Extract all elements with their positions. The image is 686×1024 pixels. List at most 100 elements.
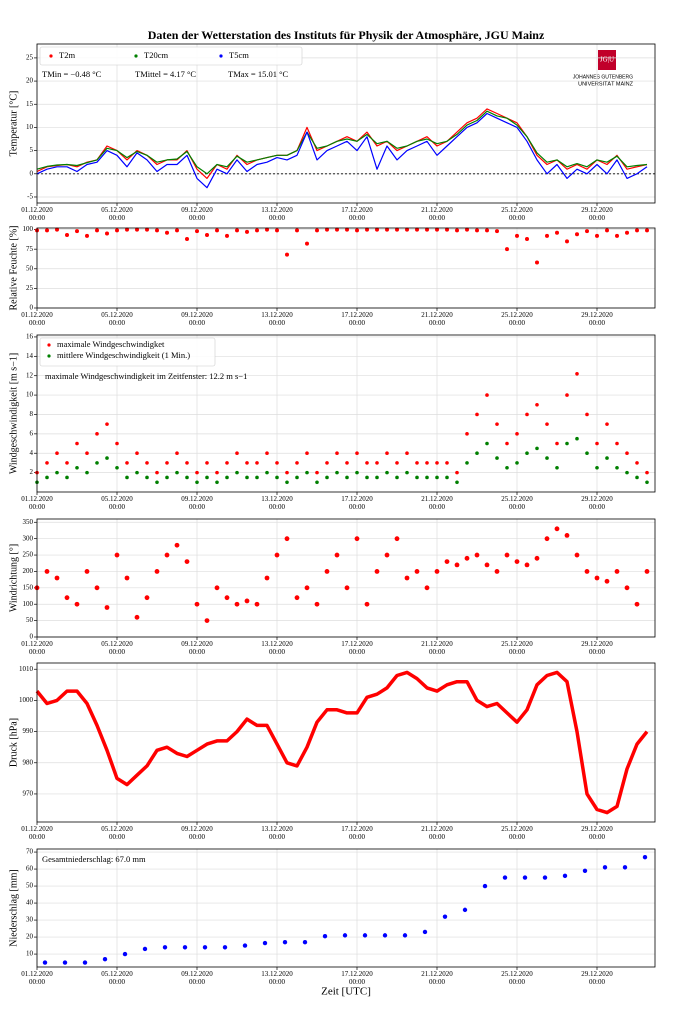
x-tick-label: 25.12.2020 00:00 [501,495,533,511]
y-tick-label: 14 [26,352,34,360]
point [245,461,249,465]
y-tick-label: 250 [23,551,34,559]
point [265,227,269,232]
point [445,475,449,480]
point [205,233,209,238]
x-tick-label: 09.12.2020 00:00 [181,311,213,327]
point [125,461,129,465]
legend-label: maximale Windgeschwindigket [57,339,165,349]
logo-text: UNIVERSITÄT MAINZ [578,80,634,87]
point [85,233,89,238]
point [555,465,559,470]
point [242,943,248,948]
point [595,441,599,446]
y-tick-label: 50 [26,882,34,890]
point [395,461,399,465]
point [215,480,219,485]
point [374,569,380,574]
x-tick-label: 25.12.2020 00:00 [501,640,533,656]
x-tick-label: 01.12.2020 00:00 [21,495,53,511]
point [85,451,89,456]
point [145,461,149,465]
point [614,569,620,574]
point [482,883,488,889]
y-tick-label: 12 [26,371,34,379]
point [85,470,89,475]
point [484,562,490,568]
point [314,601,320,607]
point [362,933,368,938]
y-tick-label: 350 [23,518,34,526]
point [415,475,419,480]
point [65,475,69,480]
point [245,229,249,234]
point [275,461,279,465]
point [55,470,59,475]
y-axis-label: Druck [hPa] [8,718,19,767]
point [625,230,629,235]
point [62,960,68,965]
point [215,470,219,475]
point [185,236,189,241]
y-tick-label: 5 [30,146,34,154]
point [202,945,208,950]
point [115,465,119,470]
point [265,470,269,475]
point [105,456,109,460]
y-tick-label: 10 [26,391,34,399]
x-tick-label: 29.12.2020 00:00 [581,970,613,986]
x-tick-label: 05.12.2020 00:00 [101,970,133,986]
x-tick-label: 25.12.2020 00:00 [501,970,533,986]
point [182,945,188,950]
point [154,569,160,574]
point [565,239,569,244]
point [75,465,79,470]
y-tick-label: 10 [26,950,34,958]
point [195,470,199,475]
point [104,605,110,610]
point [214,585,220,591]
annotation: Gesamtniederschlag: 67.0 mm [42,854,146,864]
legend-marker [219,54,223,58]
x-tick-label: 05.12.2020 00:00 [101,495,133,511]
y-tick-label: 16 [26,333,34,341]
point [95,228,99,233]
point [295,461,299,465]
point [455,470,459,475]
point [145,227,149,232]
y-tick-label: 15 [26,100,34,108]
y-tick-label: 4 [30,449,34,457]
point [244,598,250,604]
legend-marker [49,54,53,58]
x-tick-label: 29.12.2020 00:00 [581,495,613,511]
point [364,601,370,607]
x-tick-label: 09.12.2020 00:00 [181,640,213,656]
y-tick-label: 100 [23,225,34,233]
point [495,456,499,460]
y-tick-label: 300 [23,534,34,542]
point [305,451,309,456]
x-tick-label: 13.12.2020 00:00 [261,495,293,511]
point [434,569,440,574]
point [225,461,229,465]
point [235,470,239,475]
point [494,569,500,574]
point [565,441,569,446]
point [135,470,139,475]
point [582,868,588,873]
point [382,933,388,938]
point [294,595,300,601]
point [195,229,199,234]
point [545,422,549,426]
point [344,585,350,591]
point [635,475,639,480]
point [445,461,449,465]
point [254,601,260,607]
point [564,532,570,538]
point [265,451,269,456]
point [504,552,510,558]
point [465,432,469,436]
x-tick-label: 21.12.2020 00:00 [421,640,453,656]
x-tick-label: 01.12.2020 00:00 [21,311,53,327]
